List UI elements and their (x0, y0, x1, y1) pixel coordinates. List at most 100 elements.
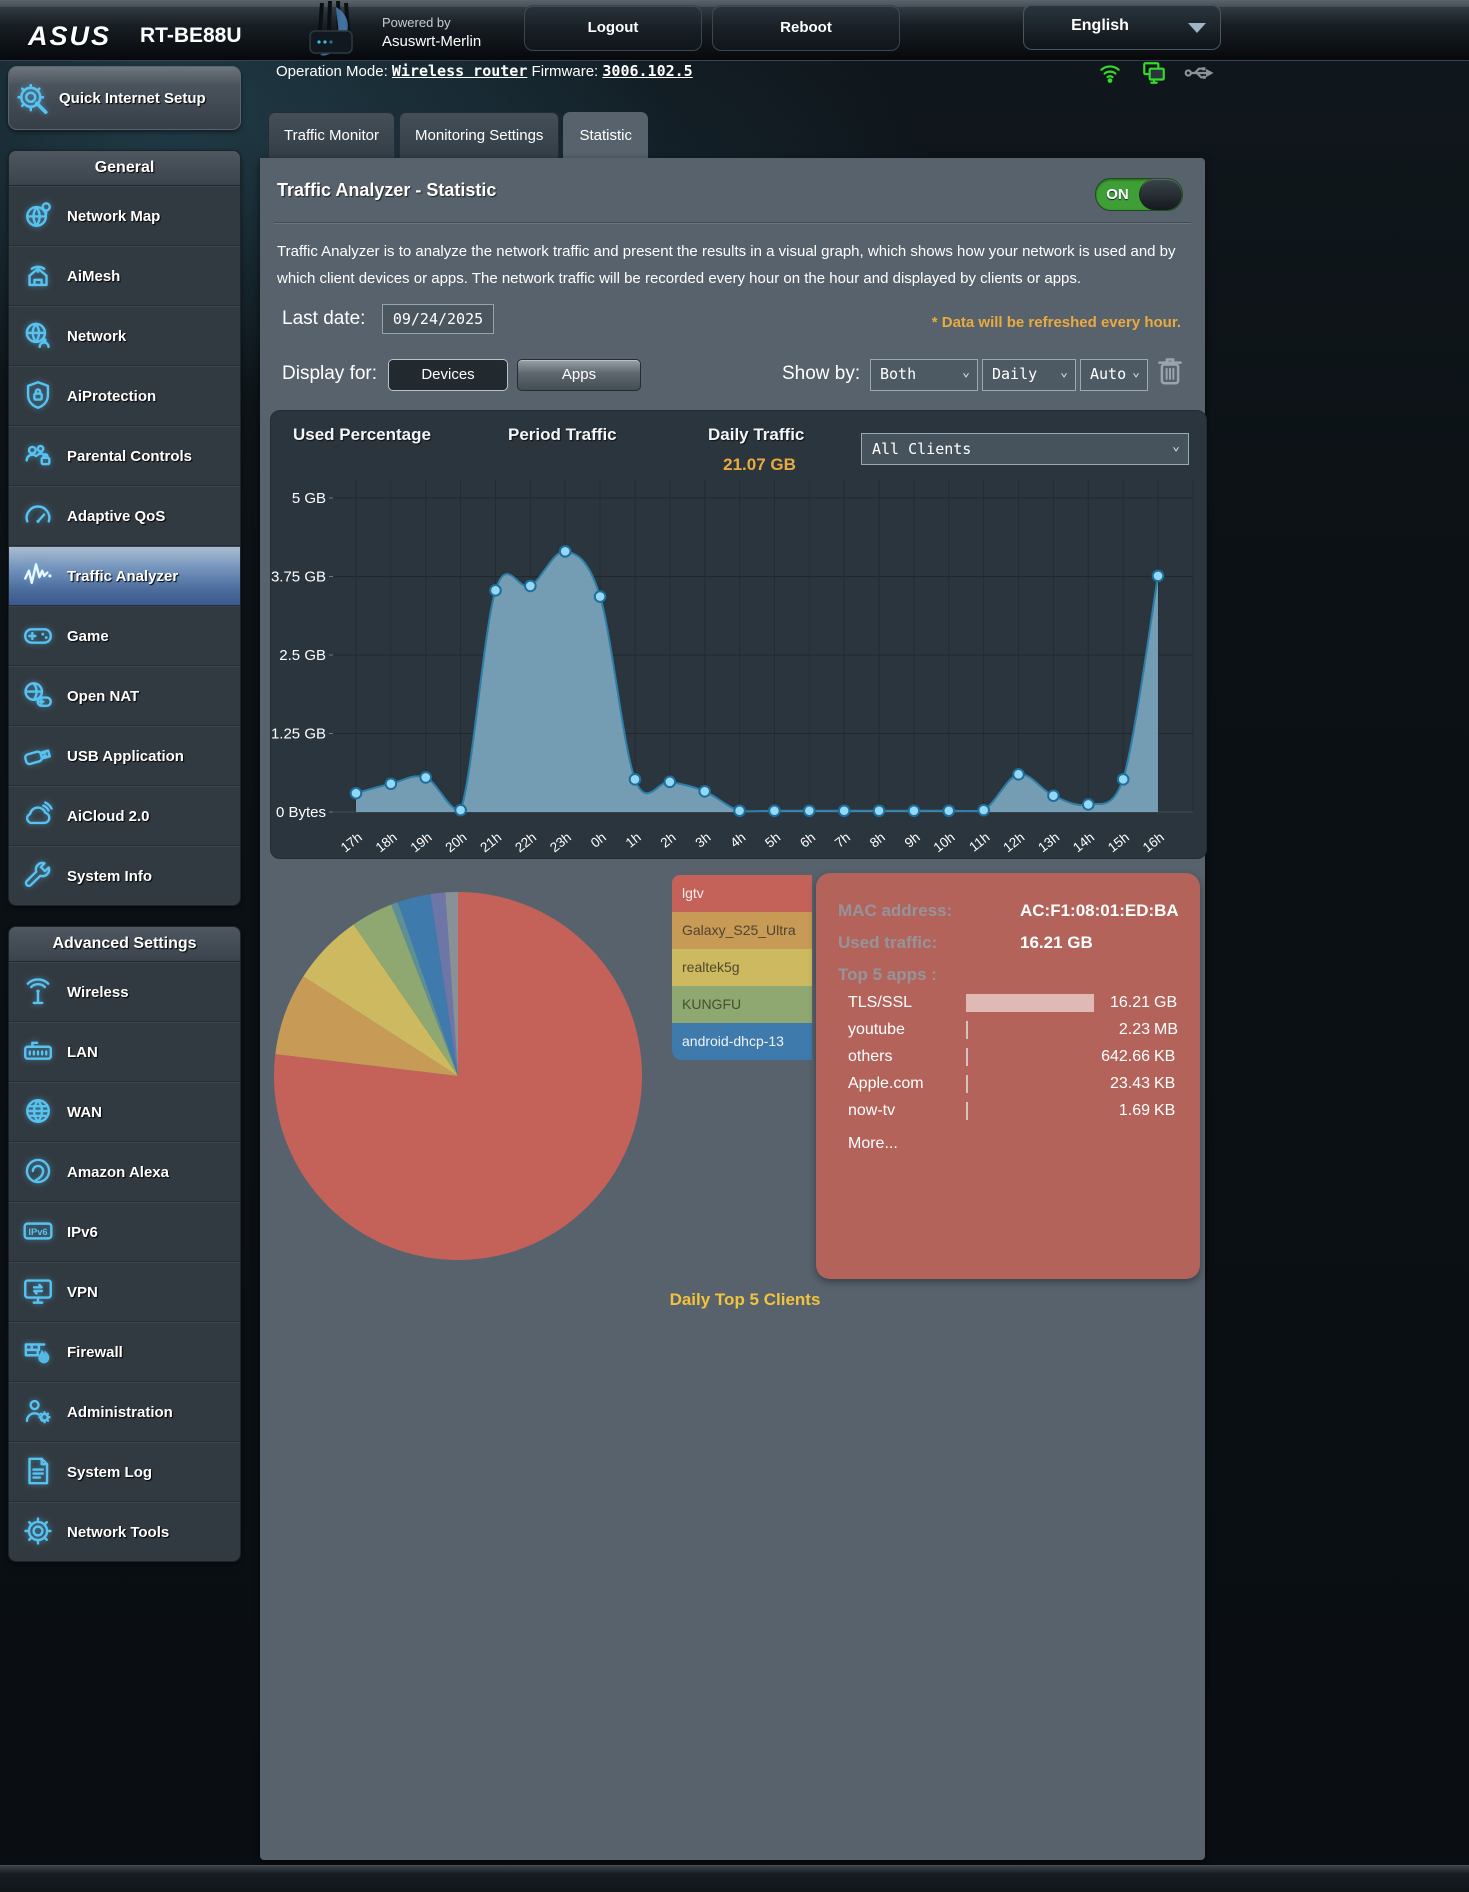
sidebar-item-game[interactable]: Game (9, 606, 240, 666)
data-point-15h[interactable] (1116, 773, 1130, 786)
period-traffic-column-header[interactable]: Period Traffic (508, 425, 617, 444)
firmware-version-link[interactable]: 3006.102.5 (602, 62, 693, 80)
svg-text:11h: 11h (966, 830, 992, 855)
tab-statistic[interactable]: Statistic (563, 112, 648, 159)
toggle-knob[interactable] (1139, 179, 1182, 210)
client-tab-lgtv[interactable]: lgtv (672, 875, 812, 912)
globe-grid-icon (21, 1094, 57, 1130)
data-point-10h[interactable] (942, 804, 956, 818)
data-point-19h[interactable] (419, 771, 433, 784)
reboot-button[interactable]: Reboot (712, 5, 900, 51)
sidebar-item-system-log[interactable]: System Log (9, 1442, 240, 1502)
data-point-3h[interactable] (698, 784, 712, 798)
sidebar-item-aimesh[interactable]: AiMesh (9, 246, 240, 306)
data-point-11h[interactable] (977, 803, 990, 817)
sidebar-item-open-nat[interactable]: Open NAT (9, 666, 240, 726)
operation-mode-link[interactable]: Wireless router (391, 62, 528, 80)
show-by-period-value: Daily (992, 365, 1038, 383)
more-apps-link[interactable]: More... (848, 1135, 898, 1152)
sidebar-item-wireless[interactable]: Wireless (9, 962, 240, 1022)
wifi-status-icon[interactable] (1096, 60, 1124, 86)
data-point-12h[interactable] (1012, 768, 1025, 781)
data-point-22h[interactable] (524, 579, 537, 593)
daily-traffic-column-header[interactable]: Daily Traffic (708, 425, 805, 444)
data-point-8h[interactable] (872, 804, 886, 818)
footer-bar (0, 1865, 1469, 1892)
show-by-client-select[interactable]: Both ⌄ (870, 359, 978, 391)
sidebar-item-parental-controls[interactable]: Parental Controls (9, 426, 240, 486)
pie-slice--other-[interactable] (430, 892, 458, 1076)
data-point-14h[interactable] (1081, 798, 1095, 811)
tab-monitoring-settings[interactable]: Monitoring Settings (399, 112, 560, 159)
data-point-7h[interactable] (837, 804, 851, 818)
data-point-23h[interactable] (558, 545, 572, 558)
data-point-17h[interactable] (349, 786, 363, 800)
data-point-5h[interactable] (768, 804, 781, 818)
traffic-analyzer-toggle[interactable]: ON (1095, 178, 1183, 211)
globe-users-icon (21, 318, 57, 354)
sidebar-item-vpn[interactable]: VPN (9, 1262, 240, 1322)
pie-slice-lgtv[interactable] (273, 892, 642, 1260)
chevron-down-icon: ⌄ (1060, 365, 1068, 380)
wired-clients-status-icon[interactable] (1140, 60, 1168, 86)
client-filter-select[interactable]: All Clients ⌄ (861, 433, 1189, 465)
data-point-9h[interactable] (907, 804, 921, 818)
show-by-unit-select[interactable]: Auto ⌄ (1080, 359, 1148, 391)
sidebar-item-wan[interactable]: WAN (9, 1082, 240, 1142)
page-tabs: Traffic Monitor Monitoring Settings Stat… (268, 112, 648, 159)
sidebar-item-network-map[interactable]: Network Map (9, 186, 240, 246)
sidebar: Quick Internet Setup General Network Map A… (8, 66, 241, 1562)
sidebar-item-lan[interactable]: LAN (9, 1022, 240, 1082)
sidebar-item-aicloud[interactable]: AiCloud 2.0 (9, 786, 240, 846)
sidebar-item-amazon-alexa[interactable]: Amazon Alexa (9, 1142, 240, 1202)
data-point-2h[interactable] (663, 775, 677, 789)
svg-text:12h: 12h (1000, 830, 1027, 856)
pie-slice--other-[interactable] (391, 902, 458, 1076)
show-by-period-select[interactable]: Daily ⌄ (982, 359, 1076, 391)
app-usage-unit: KB (1154, 1075, 1176, 1092)
sidebar-item-quick-internet-setup[interactable]: Quick Internet Setup (8, 66, 241, 130)
client-tab-realtek5g[interactable]: realtek5g (672, 949, 812, 986)
data-point-6h[interactable] (803, 804, 816, 818)
sidebar-item-traffic-analyzer[interactable]: Traffic Analyzer (9, 546, 240, 606)
data-point-18h[interactable] (384, 777, 398, 791)
sidebar-item-administration[interactable]: Administration (9, 1382, 240, 1442)
language-selector[interactable]: English (1023, 4, 1221, 50)
pie-slice-kungfu[interactable] (353, 904, 458, 1077)
used-percentage-column-header[interactable]: Used Percentage (293, 425, 431, 444)
client-tab-galaxy_s25_ultra[interactable]: Galaxy_S25_Ultra (672, 912, 812, 949)
apps-button[interactable]: Apps (517, 359, 641, 391)
pie-slice--other-[interactable] (445, 891, 458, 1076)
sidebar-item-aiprotection[interactable]: AiProtection (9, 366, 240, 426)
sidebar-item-network-tools[interactable]: Network Tools (9, 1502, 240, 1561)
data-point-20h[interactable] (454, 803, 467, 817)
sidebar-item-network[interactable]: Network (9, 306, 240, 366)
pie-slice-galaxy-s25-ultra[interactable] (275, 976, 458, 1076)
pie-slice-android-dhcp-13[interactable] (397, 894, 458, 1076)
sidebar-item-adaptive-qos[interactable]: Adaptive QoS (9, 486, 240, 546)
data-point-0h[interactable] (593, 590, 607, 603)
last-date-input[interactable]: 09/24/2025 (382, 304, 494, 334)
logout-button[interactable]: Logout (524, 5, 702, 51)
sidebar-item-ipv6[interactable]: IPv6 IPv6 (9, 1202, 240, 1262)
delete-data-trash-icon[interactable] (1155, 355, 1185, 394)
client-tab-kungfu[interactable]: KUNGFU (672, 986, 812, 1023)
app-usage-unit: GB (1154, 994, 1178, 1011)
data-point-1h[interactable] (628, 773, 642, 786)
sidebar-item-firewall[interactable]: Firewall (9, 1322, 240, 1382)
system-status-icons (1096, 60, 1214, 86)
sidebar-item-usb-application[interactable]: USB Application (9, 726, 240, 786)
data-point-13h[interactable] (1047, 789, 1060, 802)
sidebar-item-system-info[interactable]: System Info (9, 846, 240, 905)
client-tab-android-dhcp-13[interactable]: android-dhcp-13 (672, 1023, 812, 1060)
last-date-label: Last date: (282, 308, 366, 329)
top-apps-list: TLS/SSL 16.21 GB youtube 2.23 MB others 642.66 K… (838, 991, 1180, 1126)
pie-slice-realtek5g[interactable] (303, 924, 458, 1077)
svg-text:9h: 9h (902, 830, 923, 851)
data-point-4h[interactable] (733, 804, 746, 818)
devices-button[interactable]: Devices (388, 359, 508, 391)
data-point-21h[interactable] (489, 584, 502, 597)
data-point-16h[interactable] (1151, 569, 1165, 583)
usb-status-icon[interactable] (1184, 61, 1214, 85)
tab-traffic-monitor[interactable]: Traffic Monitor (268, 112, 396, 159)
